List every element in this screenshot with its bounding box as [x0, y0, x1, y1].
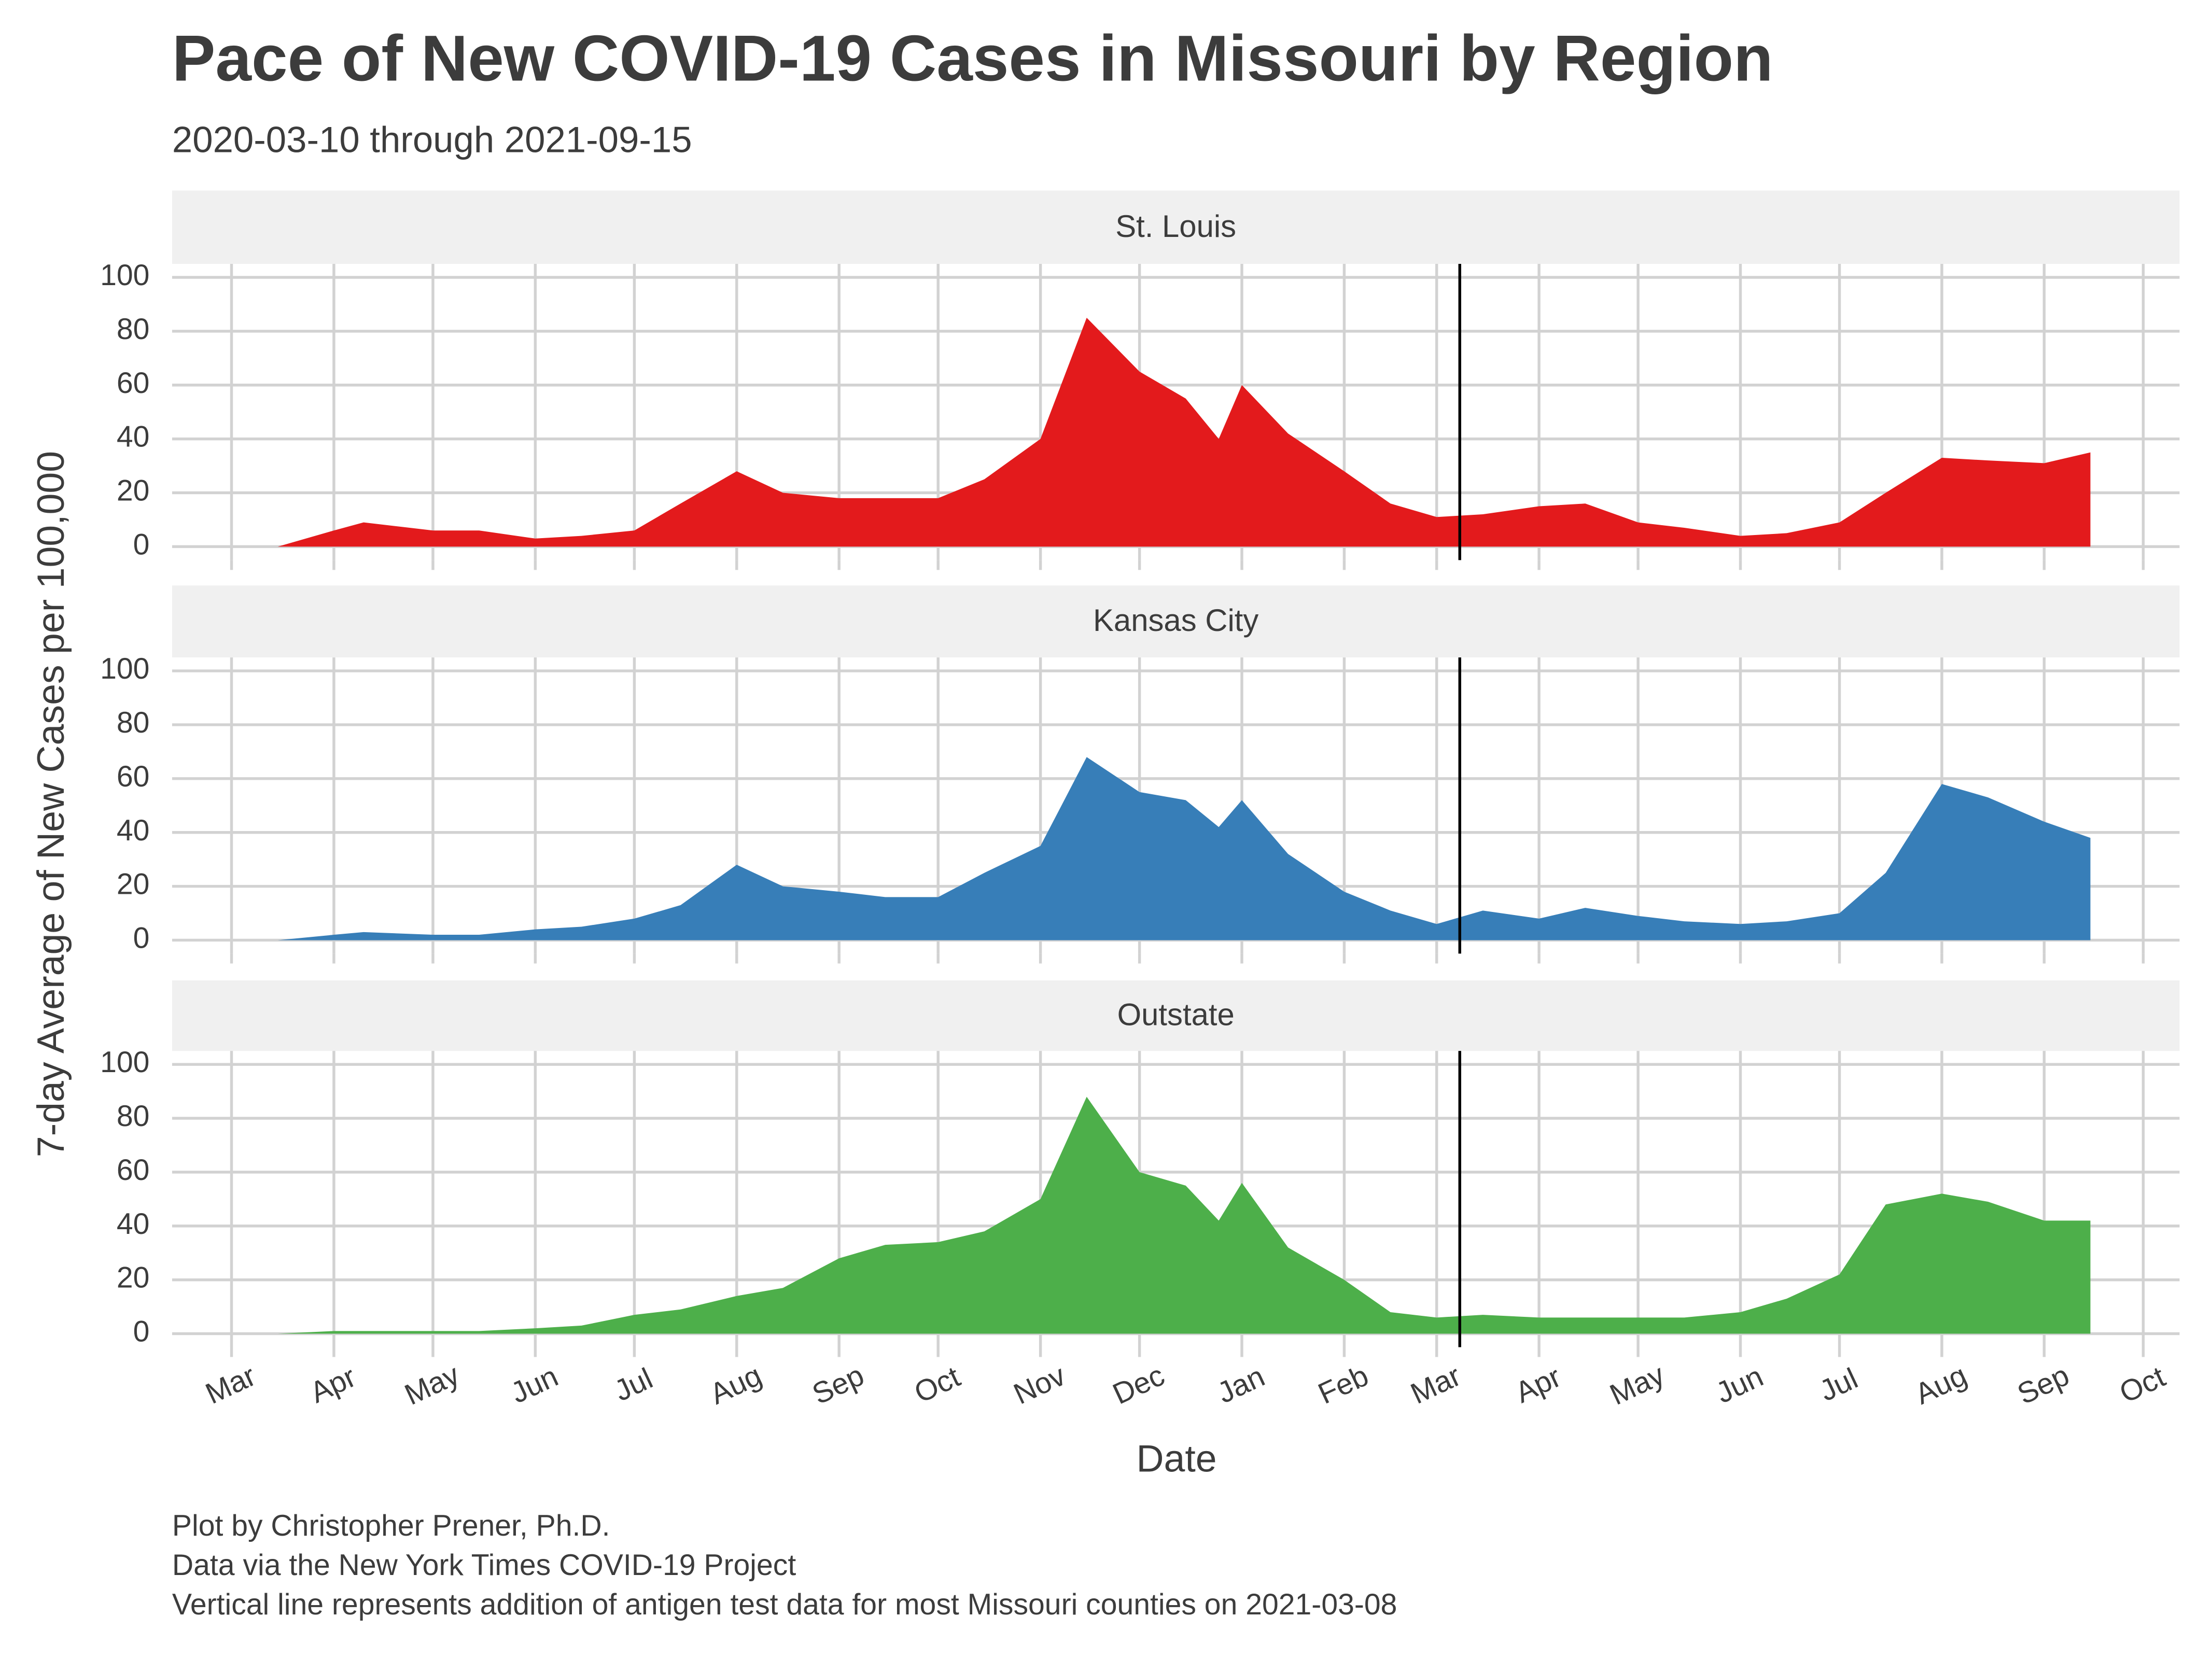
y-tick-label: 80	[117, 1100, 150, 1133]
y-tick-label: 100	[100, 652, 149, 685]
area	[261, 757, 2091, 940]
y-tick-label: 20	[117, 474, 150, 508]
y-axis-label: 7-day Average of New Cases per 100,000	[30, 451, 72, 1157]
area	[261, 317, 2091, 547]
y-tick-label: 20	[117, 868, 150, 901]
y-tick-label: 60	[117, 1154, 150, 1187]
caption-line: Vertical line represents addition of ant…	[172, 1588, 1397, 1621]
area	[261, 1096, 2091, 1334]
panel-title: St. Louis	[1115, 209, 1236, 244]
chart-title: Pace of New COVID-19 Cases in Missouri b…	[172, 22, 1773, 95]
y-tick-label: 60	[117, 760, 150, 793]
strip	[172, 980, 2180, 1051]
chart-subtitle: 2020-03-10 through 2021-09-15	[172, 119, 692, 160]
y-tick-label: 0	[133, 1315, 150, 1348]
y-tick-label: 40	[117, 420, 150, 454]
y-tick-label: 0	[133, 528, 150, 561]
y-tick-label: 20	[117, 1261, 150, 1295]
y-tick-label: 100	[100, 259, 149, 292]
strip	[172, 585, 2180, 658]
caption-line: Data via the New York Times COVID-19 Pro…	[172, 1549, 796, 1582]
y-tick-label: 0	[133, 922, 150, 955]
panel-title: Outstate	[1117, 997, 1235, 1032]
y-tick-label: 60	[117, 367, 150, 400]
y-tick-label: 80	[117, 706, 150, 739]
caption-line: Plot by Christopher Prener, Ph.D.	[172, 1509, 610, 1542]
strip	[172, 190, 2180, 264]
panel-title: Kansas City	[1093, 603, 1258, 638]
y-tick-label: 80	[117, 313, 150, 346]
y-tick-label: 40	[117, 1207, 150, 1241]
x-axis-label: Date	[1136, 1437, 1216, 1480]
y-tick-label: 100	[100, 1046, 149, 1079]
y-tick-label: 40	[117, 814, 150, 847]
